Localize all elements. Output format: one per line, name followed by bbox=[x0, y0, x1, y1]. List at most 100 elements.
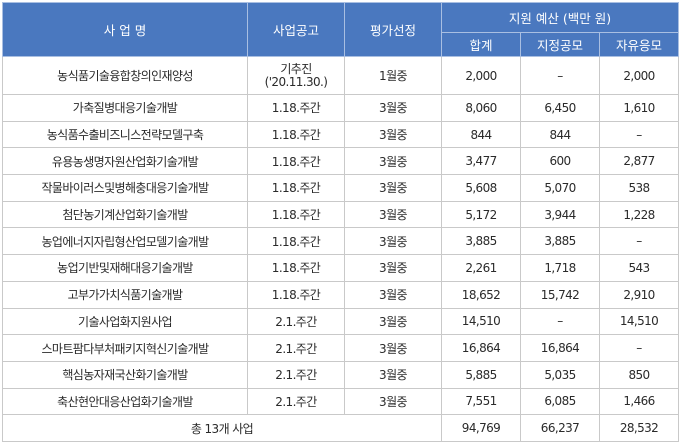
notice-date: 1.18.주간 bbox=[247, 174, 345, 202]
selection-period: 3월중 bbox=[344, 254, 442, 282]
budget-designated: 3,944 bbox=[520, 200, 600, 229]
notice-date: 2.1.주간 bbox=[247, 307, 345, 336]
table-row: 작물바이러스및병해충대응기술개발 1.18.주간 3월중 5,608 5,070… bbox=[2, 174, 680, 202]
budget-designated: 844 bbox=[520, 120, 600, 149]
notice-line: 기추진 bbox=[280, 61, 312, 76]
project-name: 가축질병대응기술개발 bbox=[2, 94, 248, 122]
budget-designated: 6,085 bbox=[520, 387, 600, 416]
notice-line: ('20.11.30.) bbox=[264, 74, 328, 89]
budget-total: 2,000 bbox=[441, 56, 521, 95]
table-row: 고부가가치식품기술개발 1.18.주간 3월중 18,652 15,742 2,… bbox=[2, 280, 680, 309]
project-name: 고부가가치식품기술개발 bbox=[2, 280, 248, 309]
budget-total: 7,551 bbox=[441, 387, 521, 416]
table-row: 첨단농기계산업화기술개발 1.18.주간 3월중 5,172 3,944 1,2… bbox=[2, 200, 680, 229]
budget-total: 18,652 bbox=[441, 280, 521, 309]
budget-total: 5,885 bbox=[441, 360, 521, 389]
table-row: 스마트팜다부처패키지혁신기술개발 2.1.주간 3월중 16,864 16,86… bbox=[2, 334, 680, 362]
budget-designated: 15,742 bbox=[520, 280, 600, 309]
total-label: 총 13개 사업 bbox=[2, 414, 442, 443]
header-total: 합계 bbox=[441, 32, 521, 57]
budget-designated: 1,718 bbox=[520, 254, 600, 282]
table-row: 유용농생명자원산업화기술개발 1.18.주간 3월중 3,477 600 2,8… bbox=[2, 147, 680, 176]
project-name: 기술사업화지원사업 bbox=[2, 307, 248, 336]
total-free: 28,532 bbox=[598, 414, 680, 443]
table-header: 사 업 명 사업공고 평가선정 지원 예산 (백만 원) 합계 지정공모 자유응… bbox=[2, 2, 680, 57]
table-row: 농업기반및재해대응기술개발 1.18.주간 3월중 2,261 1,718 54… bbox=[2, 254, 680, 282]
notice-date: 1.18.주간 bbox=[247, 227, 345, 256]
budget-free: 850 bbox=[598, 360, 680, 389]
table-row: 농업에너지자립형산업모델기술개발 1.18.주간 3월중 3,885 3,885… bbox=[2, 227, 680, 256]
total-budget: 94,769 bbox=[441, 414, 521, 443]
header-designated: 지정공모 bbox=[520, 32, 600, 57]
header-free: 자유응모 bbox=[598, 32, 680, 57]
notice-date: 1.18.주간 bbox=[247, 280, 345, 309]
budget-total: 2,261 bbox=[441, 254, 521, 282]
table-row: 기술사업화지원사업 2.1.주간 3월중 14,510 – 14,510 bbox=[2, 307, 680, 336]
selection-period: 1월중 bbox=[344, 56, 442, 95]
selection-period: 3월중 bbox=[344, 200, 442, 229]
table-footer: 총 13개 사업 94,769 66,237 28,532 bbox=[2, 414, 680, 443]
header-project-name: 사 업 명 bbox=[2, 2, 248, 57]
budget-free: 14,510 bbox=[598, 307, 680, 336]
total-designated: 66,237 bbox=[520, 414, 600, 443]
budget-total: 5,608 bbox=[441, 174, 521, 202]
budget-total: 14,510 bbox=[441, 307, 521, 336]
notice-date: 1.18.주간 bbox=[247, 147, 345, 176]
notice-date: 1.18.주간 bbox=[247, 200, 345, 229]
budget-free: 1,466 bbox=[598, 387, 680, 416]
table-row: 축산현안대응산업화기술개발 2.1.주간 3월중 7,551 6,085 1,4… bbox=[2, 387, 680, 416]
budget-designated: 6,450 bbox=[520, 94, 600, 122]
project-name: 농식품수출비즈니스전략모델구축 bbox=[2, 120, 248, 149]
budget-total: 844 bbox=[441, 120, 521, 149]
project-name: 작물바이러스및병해충대응기술개발 bbox=[2, 174, 248, 202]
notice-date: 1.18.주간 bbox=[247, 94, 345, 122]
notice-date: 2.1.주간 bbox=[247, 334, 345, 362]
header-selection: 평가선정 bbox=[344, 2, 442, 57]
budget-designated: 3,885 bbox=[520, 227, 600, 256]
project-name: 스마트팜다부처패키지혁신기술개발 bbox=[2, 334, 248, 362]
selection-period: 3월중 bbox=[344, 360, 442, 389]
budget-designated: – bbox=[520, 307, 600, 336]
budget-free: 543 bbox=[598, 254, 680, 282]
header-notice: 사업공고 bbox=[247, 2, 345, 57]
selection-period: 3월중 bbox=[344, 94, 442, 122]
project-name: 축산현안대응산업화기술개발 bbox=[2, 387, 248, 416]
selection-period: 3월중 bbox=[344, 387, 442, 416]
project-name: 첨단농기계산업화기술개발 bbox=[2, 200, 248, 229]
selection-period: 3월중 bbox=[344, 147, 442, 176]
notice-date: 기추진 ('20.11.30.) bbox=[247, 56, 345, 95]
selection-period: 3월중 bbox=[344, 227, 442, 256]
table-row: 핵심농자재국산화기술개발 2.1.주간 3월중 5,885 5,035 850 bbox=[2, 360, 680, 389]
budget-free: 2,877 bbox=[598, 147, 680, 176]
table-row: 가축질병대응기술개발 1.18.주간 3월중 8,060 6,450 1,610 bbox=[2, 94, 680, 122]
budget-free: 1,610 bbox=[598, 94, 680, 122]
budget-designated: – bbox=[520, 56, 600, 95]
notice-date: 2.1.주간 bbox=[247, 387, 345, 416]
budget-designated: 16,864 bbox=[520, 334, 600, 362]
budget-total: 16,864 bbox=[441, 334, 521, 362]
table-row: 농식품기술융합창의인재양성 기추진 ('20.11.30.) 1월중 2,000 … bbox=[2, 56, 680, 95]
selection-period: 3월중 bbox=[344, 120, 442, 149]
notice-date: 2.1.주간 bbox=[247, 360, 345, 389]
budget-designated: 5,070 bbox=[520, 174, 600, 202]
notice-date: 1.18.주간 bbox=[247, 254, 345, 282]
budget-total: 3,885 bbox=[441, 227, 521, 256]
project-name: 유용농생명자원산업화기술개발 bbox=[2, 147, 248, 176]
budget-total: 5,172 bbox=[441, 200, 521, 229]
table-row: 농식품수출비즈니스전략모델구축 1.18.주간 3월중 844 844 – bbox=[2, 120, 680, 149]
budget-total: 3,477 bbox=[441, 147, 521, 176]
budget-designated: 5,035 bbox=[520, 360, 600, 389]
budget-free: 1,228 bbox=[598, 200, 680, 229]
project-name: 농식품기술융합창의인재양성 bbox=[2, 56, 248, 95]
selection-period: 3월중 bbox=[344, 307, 442, 336]
selection-period: 3월중 bbox=[344, 174, 442, 202]
header-budget-group: 지원 예산 (백만 원) bbox=[440, 2, 680, 33]
selection-period: 3월중 bbox=[344, 280, 442, 309]
selection-period: 3월중 bbox=[344, 334, 442, 362]
budget-free: 2,000 bbox=[598, 56, 680, 95]
notice-date: 1.18.주간 bbox=[247, 120, 345, 149]
budget-free: 538 bbox=[598, 174, 680, 202]
budget-free: – bbox=[598, 334, 680, 362]
